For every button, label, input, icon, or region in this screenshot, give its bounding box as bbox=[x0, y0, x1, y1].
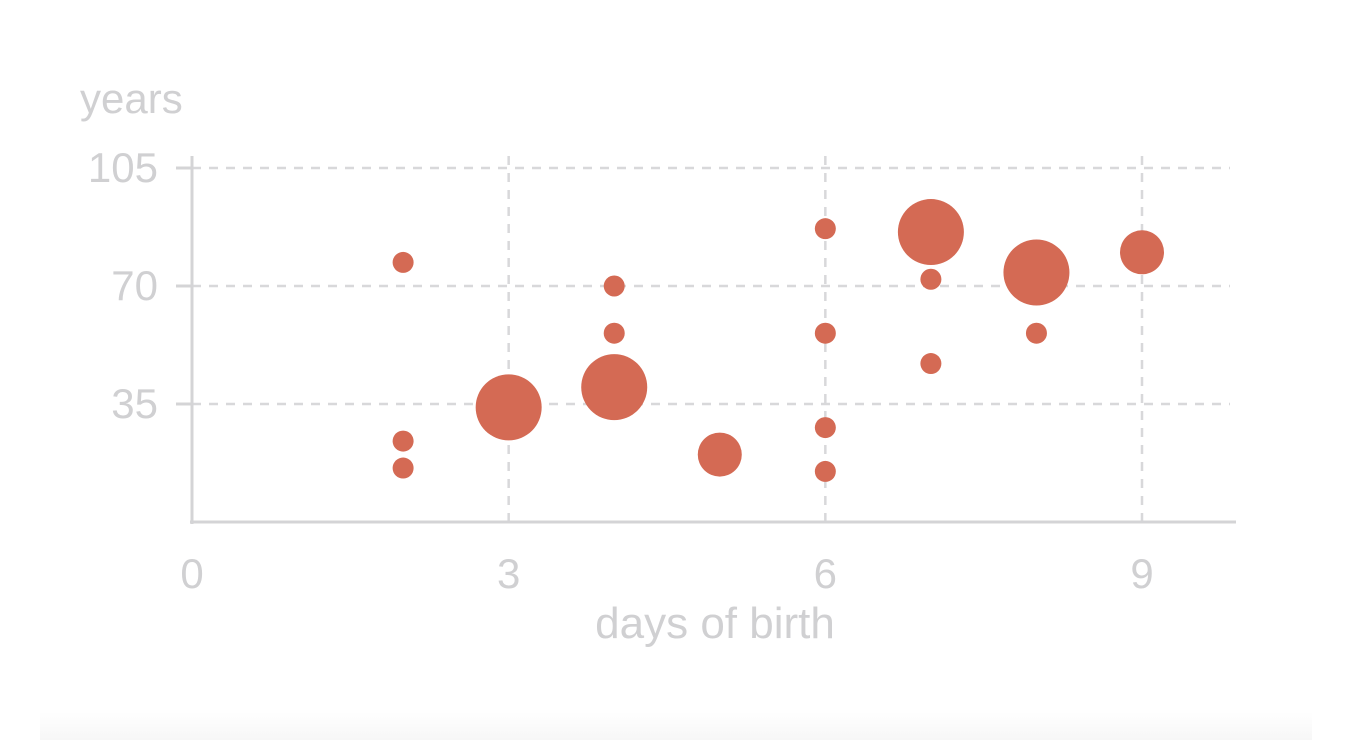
data-point-0-2 bbox=[392, 457, 414, 479]
data-point-0-17 bbox=[1120, 230, 1164, 275]
data-point-0-0 bbox=[392, 251, 414, 273]
data-point-0-5 bbox=[603, 322, 625, 344]
x-tick-label-0: 0 bbox=[180, 550, 203, 597]
axis-layer bbox=[190, 156, 1236, 524]
data-point-0-1 bbox=[392, 430, 414, 452]
data-point-0-13 bbox=[920, 268, 942, 290]
x-tick-label-9: 9 bbox=[1130, 550, 1153, 597]
y-tick-label-105: 105 bbox=[88, 144, 158, 191]
data-point-0-7 bbox=[697, 432, 742, 477]
data-point-0-10 bbox=[814, 417, 836, 439]
y-tick-label-70: 70 bbox=[111, 262, 158, 309]
x-tick-label-3: 3 bbox=[497, 550, 520, 597]
grid-layer bbox=[176, 156, 1230, 522]
data-point-0-4 bbox=[603, 275, 625, 297]
data-point-0-14 bbox=[920, 353, 942, 375]
x-axis-label: days of birth bbox=[595, 599, 835, 648]
data-point-0-8 bbox=[814, 218, 836, 240]
data-points bbox=[392, 199, 1164, 482]
data-point-0-3 bbox=[475, 374, 542, 441]
y-axis-label: years bbox=[80, 75, 183, 122]
bottom-fade bbox=[40, 712, 1312, 740]
data-point-0-9 bbox=[814, 322, 836, 344]
data-point-0-15 bbox=[1003, 239, 1070, 306]
tick-labels: 35 70 105 0 3 6 9 bbox=[88, 144, 1154, 597]
y-tick-label-35: 35 bbox=[111, 380, 158, 427]
data-point-0-6 bbox=[581, 354, 648, 421]
data-point-0-12 bbox=[897, 199, 964, 266]
x-tick-label-6: 6 bbox=[814, 550, 837, 597]
data-point-0-11 bbox=[814, 460, 836, 482]
data-point-0-16 bbox=[1025, 322, 1047, 344]
